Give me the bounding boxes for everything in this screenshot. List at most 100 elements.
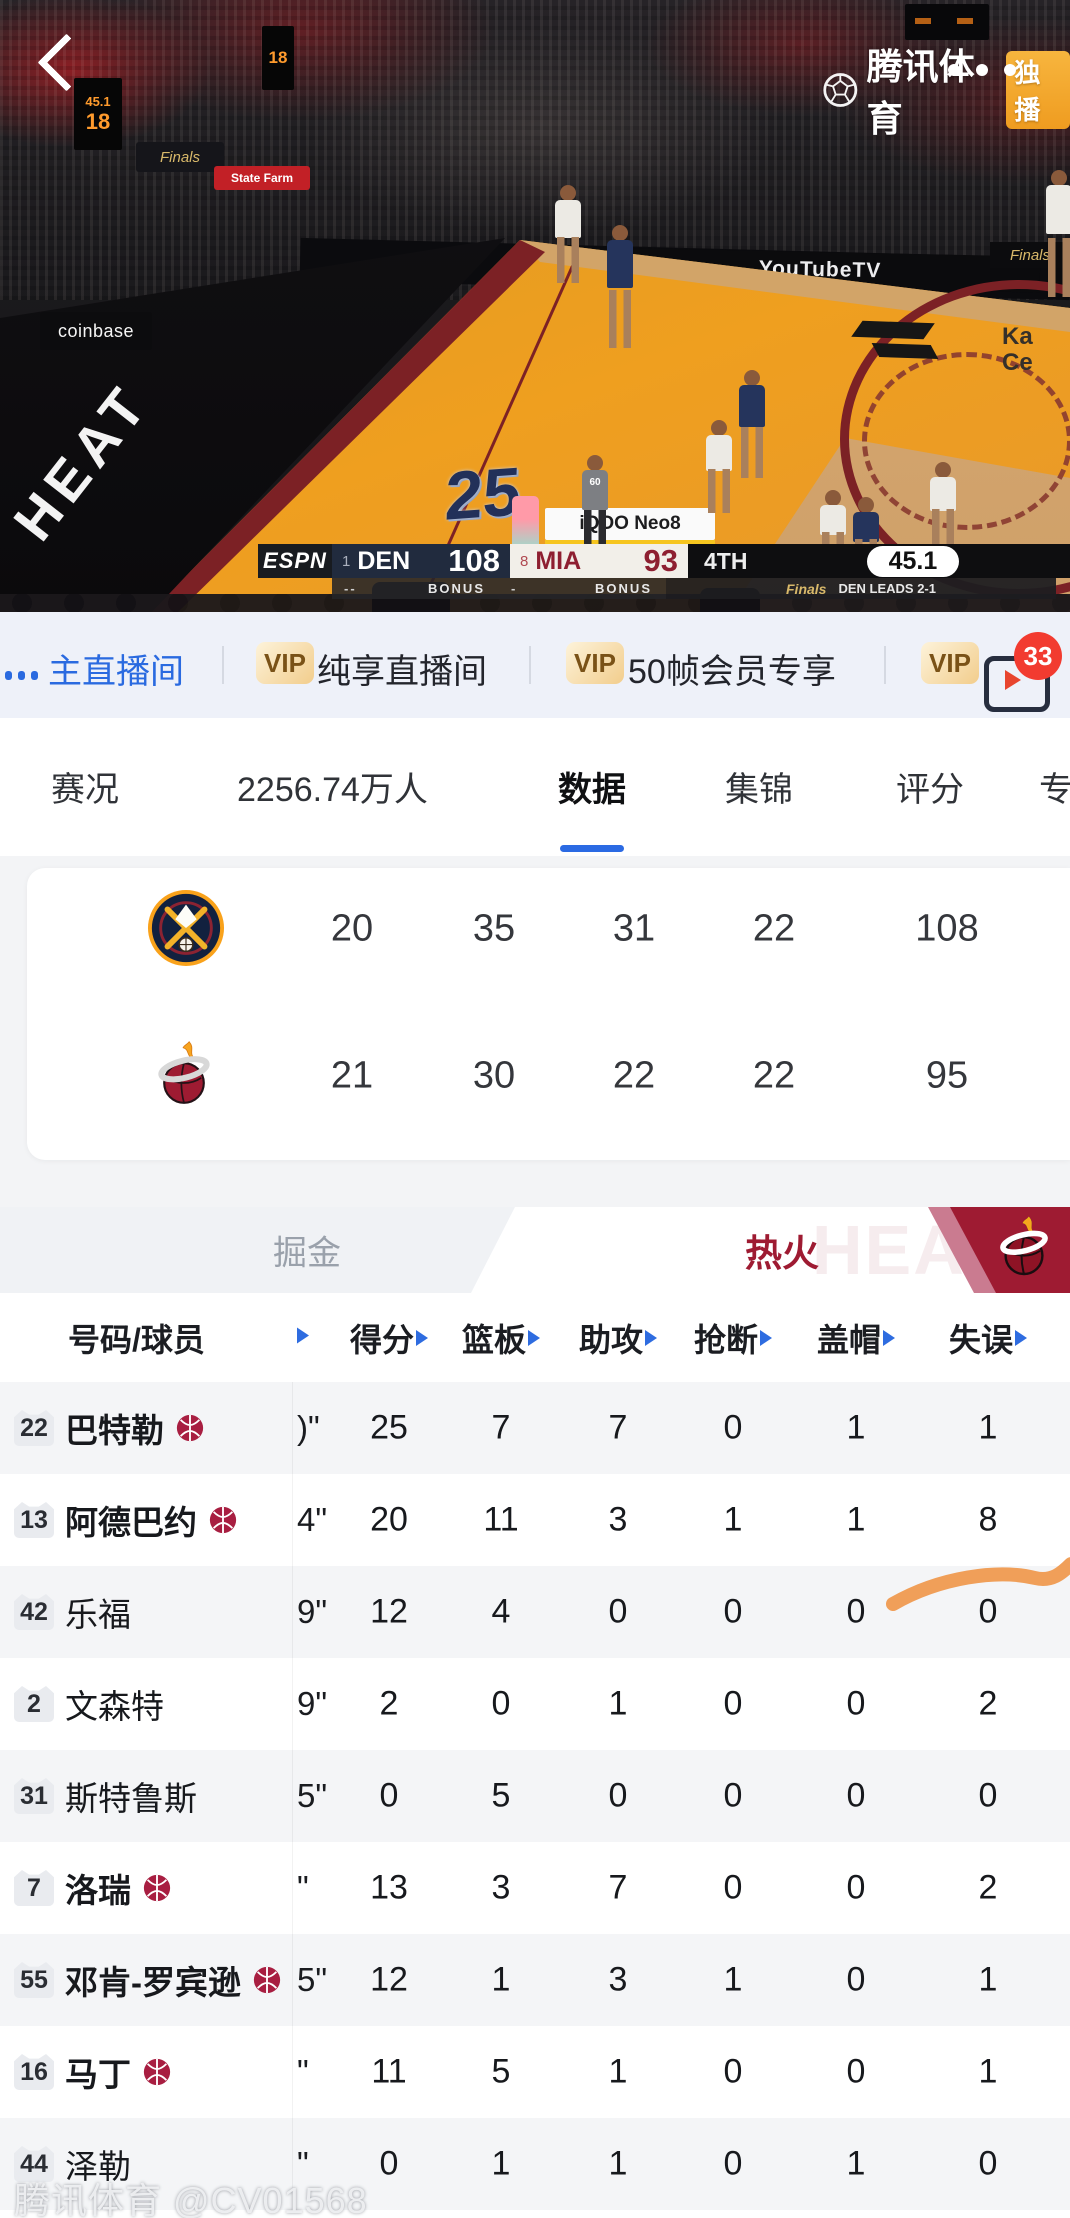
stat-value: 8	[978, 1500, 998, 1539]
nuggets-logo	[147, 889, 225, 972]
stat-value: 12	[370, 1960, 408, 1999]
quarter-score: 35	[472, 907, 516, 950]
total-score: 108	[915, 907, 979, 950]
stat-value: 13	[370, 1868, 408, 1907]
stat-value: 0	[723, 1592, 743, 1631]
jersey-number-badge: 44	[14, 2146, 54, 2182]
box-score-row-heat: 21 30 22 22 95	[27, 1036, 1070, 1116]
jersey-number-badge: 7	[14, 1870, 54, 1906]
scorebug: ESPN 1 DEN 108 8 MIA 93 4TH 45.1 18	[258, 543, 1070, 578]
vip-badge: VIP	[256, 642, 314, 684]
player-stats-table: 号码/球员 得分 篮板 助攻 抢断 盖帽 失误 )" 22 巴特勒 25 7 7 0 1 1 4" 13 阿德巴…	[0, 1293, 1070, 2218]
player-column-header: 号码/球员	[68, 1321, 205, 1358]
stat-value: 0	[846, 1960, 866, 1999]
scorebug-home: 8 MIA 93	[510, 543, 688, 578]
stat-value: 2	[379, 1684, 399, 1723]
quarter-score: 31	[612, 907, 656, 950]
stat-value: 7	[491, 1408, 511, 1447]
kaseya-text-line: Ka	[1002, 323, 1033, 350]
stat-value: 1	[491, 2144, 511, 2183]
stat-value: 0	[846, 1592, 866, 1631]
column-header-sort-button[interactable]: 得分	[350, 1315, 429, 1361]
tab-5[interactable]: 评分	[896, 771, 964, 809]
pure-live-room-link[interactable]: 纯享直播间	[317, 653, 487, 691]
player-row[interactable]: 9" 42 乐福 12 4 0 0 0 0	[0, 1566, 1070, 1658]
stat-value: 3	[608, 1960, 628, 1999]
player-figure	[737, 370, 767, 480]
player-row[interactable]: 4" 13 阿德巴约 20 11 3 1 1 8	[0, 1474, 1070, 1566]
tab-3[interactable]: 数据	[558, 771, 626, 809]
tab-1[interactable]: 赛况	[51, 771, 119, 809]
player-cell: 13 阿德巴约	[0, 1474, 293, 1566]
stat-value: 0	[379, 1776, 399, 1815]
network-logo: ESPN	[258, 544, 332, 578]
stat-value: 2	[978, 1684, 998, 1723]
referee-number: 60	[589, 477, 601, 488]
player-name: 邓肯-罗宾逊	[65, 1964, 241, 2001]
column-header-sort-button[interactable]: 抢断	[694, 1315, 773, 1361]
tab-4[interactable]: 集锦	[725, 771, 793, 809]
stat-value: 0	[608, 1776, 628, 1815]
broadcaster-watermark: 腾讯体育 独播	[822, 38, 1070, 142]
player-row[interactable]: 5" 31 斯特鲁斯 0 5 0 0 0 0	[0, 1750, 1070, 1842]
player-row[interactable]: 9" 2 文森特 2 0 1 0 0 2	[0, 1658, 1070, 1750]
player-row[interactable]: " 7 洛瑞 13 3 7 0 0 2	[0, 1842, 1070, 1934]
away-bonus: BONUS	[428, 581, 485, 596]
vip-badge: VIP	[566, 642, 624, 684]
basketball-icon	[143, 2058, 171, 2086]
player-name: 巴特勒	[65, 1412, 164, 1449]
hidden-column-sort-button[interactable]	[297, 1327, 309, 1348]
home-dashes: -	[511, 581, 518, 596]
home-bonus: BONUS	[595, 581, 652, 596]
main-live-room-link[interactable]: 主直播间	[48, 653, 184, 691]
player-cell: 42 乐福	[0, 1566, 293, 1658]
fifty-fps-room-link[interactable]: 50帧会员专享	[628, 653, 836, 691]
player-figure	[704, 420, 734, 515]
away-score: 108	[448, 543, 500, 578]
kaseya-text-line: Ce	[1002, 349, 1033, 376]
jersey-number-badge: 16	[14, 2054, 54, 2090]
player-cell: 2 文森特	[0, 1658, 293, 1750]
player-row[interactable]: " 44 泽勒 0 1 1 0 1 0	[0, 2118, 1070, 2210]
tab-2[interactable]: 2256.74万人	[237, 771, 428, 809]
total-score: 95	[925, 1054, 969, 1097]
player-row[interactable]: " 16 马丁 11 5 1 0 0 1	[0, 2026, 1070, 2118]
column-header-sort-button[interactable]: 盖帽	[817, 1315, 896, 1361]
player-name: 洛瑞	[65, 1872, 131, 1909]
stat-value: 0	[723, 1868, 743, 1907]
tab-nuggets-label[interactable]: 掘金	[273, 1234, 341, 1273]
tab-heat-label[interactable]: 热火	[745, 1233, 819, 1274]
quarter-score: 21	[330, 1054, 374, 1097]
jersey-number-badge: 22	[14, 1410, 54, 1446]
player-row[interactable]: )" 22 巴特勒 25 7 7 0 1 1	[0, 1382, 1070, 1474]
more-options-button[interactable]	[948, 64, 1016, 76]
broadcaster-name: 腾讯体育	[866, 46, 975, 139]
led-shot-clock: 18	[268, 48, 288, 67]
tab-nuggets[interactable]	[0, 1207, 515, 1293]
ball-icon	[823, 73, 858, 107]
sort-arrow-icon	[528, 1329, 541, 1346]
time-fragment: "	[297, 1869, 309, 1906]
quarter-score: 22	[612, 1054, 656, 1097]
stat-value: 7	[608, 1868, 628, 1907]
led-game-clock: 45.1	[85, 93, 111, 109]
column-header-sort-button[interactable]: 篮板	[461, 1315, 541, 1361]
jumbotron	[905, 4, 989, 40]
quarter-score-card: 20 35 31 22 108 21 30 22 22 95	[27, 868, 1070, 1160]
stats-body: )" 22 巴特勒 25 7 7 0 1 1 4" 13 阿德巴约 20 11 3 1 1 8 9" 42 乐福 12 4 0…	[0, 1382, 1070, 2218]
tab-bar: 赛况 2256.74万人 数据 集锦 评分 专	[0, 718, 1070, 856]
stats-header: 号码/球员 得分 篮板 助攻 抢断 盖帽 失误	[0, 1293, 1070, 1382]
stat-value: 0	[846, 2052, 866, 2091]
video-player[interactable]: YouTubeTV Finals HEAT 25 coinbase Finals…	[0, 0, 1070, 612]
column-header-label: 篮板	[461, 1321, 527, 1358]
stat-value: 1	[608, 2052, 628, 2091]
box-score-row-nuggets: 20 35 31 22 108	[27, 889, 1070, 969]
column-header-sort-button[interactable]: 助攻	[579, 1315, 658, 1361]
stat-value: 0	[723, 2144, 743, 2183]
stat-value: 0	[491, 1684, 511, 1723]
player-row[interactable]: 5" 55 邓肯-罗宾逊 12 1 3 1 0 1	[0, 1934, 1070, 2026]
vip-badge: VIP	[921, 642, 979, 684]
player-figure	[605, 225, 635, 350]
column-header-sort-button[interactable]: 失误	[949, 1315, 1028, 1361]
tab-6[interactable]: 专	[1039, 771, 1070, 809]
